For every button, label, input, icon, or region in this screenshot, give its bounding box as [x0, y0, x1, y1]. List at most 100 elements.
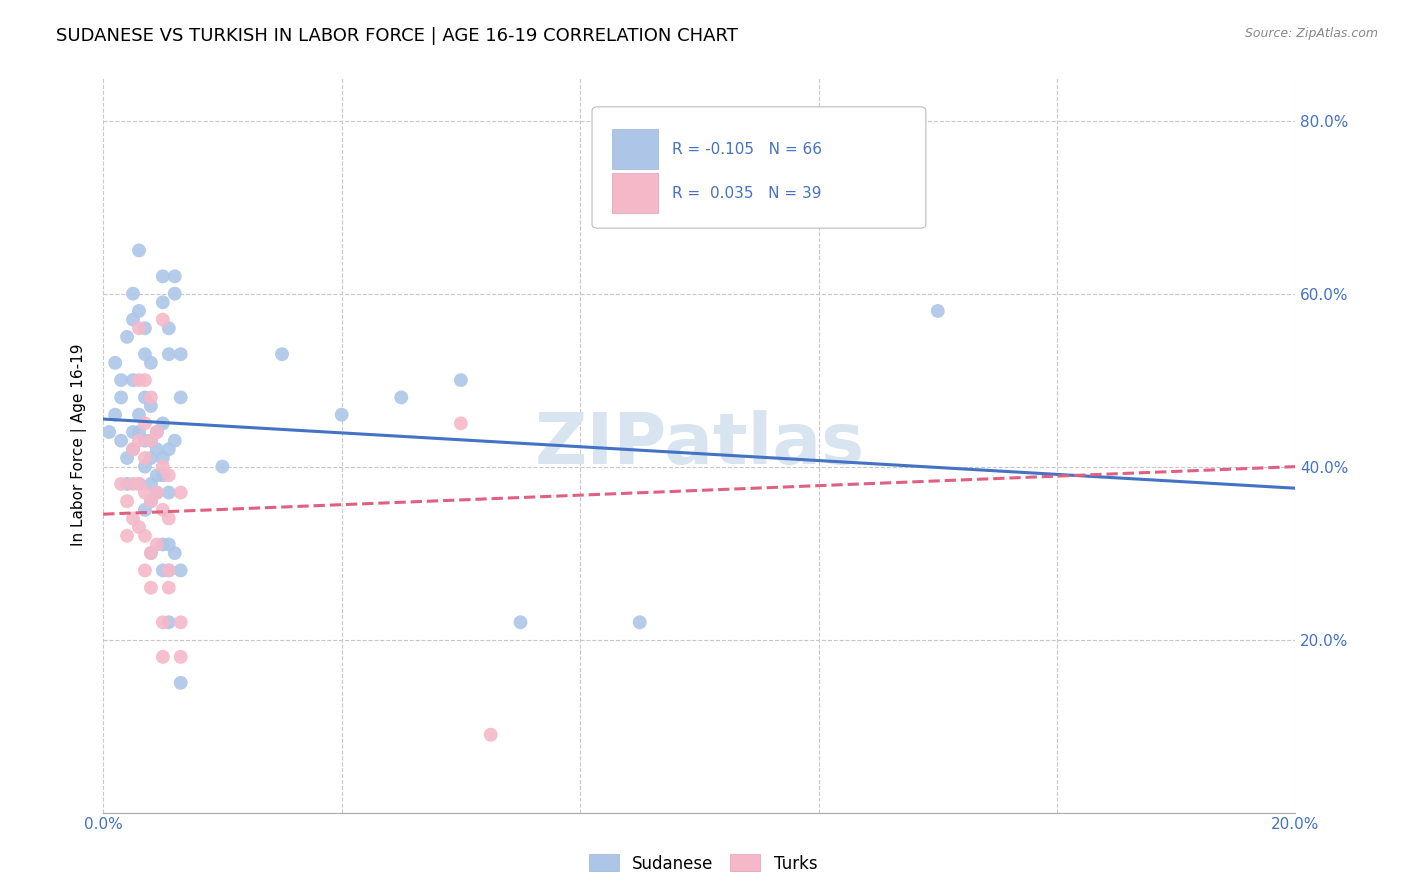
Point [170, 485, 193, 500]
Point [134, 434, 156, 448]
Point [211, 459, 233, 474]
Point [157, 468, 180, 483]
Text: Source: ZipAtlas.com: Source: ZipAtlas.com [1244, 27, 1378, 40]
Point [157, 485, 180, 500]
Point [146, 468, 169, 483]
Point [152, 537, 174, 551]
Point [115, 476, 138, 491]
Point [134, 347, 156, 361]
Point [157, 511, 180, 525]
Point [146, 425, 169, 439]
Point [104, 408, 127, 422]
Point [450, 373, 472, 387]
Point [152, 649, 174, 664]
Point [122, 511, 145, 525]
Point [509, 615, 531, 630]
Point [152, 312, 174, 326]
Point [170, 615, 193, 630]
Point [146, 442, 169, 457]
Point [134, 321, 156, 335]
Point [122, 373, 145, 387]
Point [110, 373, 132, 387]
Point [152, 459, 174, 474]
Point [139, 399, 162, 413]
Point [139, 450, 162, 465]
Point [128, 408, 150, 422]
Point [134, 459, 156, 474]
Point [122, 442, 145, 457]
Point [115, 450, 138, 465]
FancyBboxPatch shape [612, 173, 658, 213]
Text: ZIPatlas: ZIPatlas [534, 410, 865, 480]
Point [122, 442, 145, 457]
Point [134, 417, 156, 431]
Point [152, 563, 174, 577]
Point [110, 476, 132, 491]
Point [152, 450, 174, 465]
Point [122, 425, 145, 439]
Point [128, 425, 150, 439]
Point [163, 286, 186, 301]
Point [157, 347, 180, 361]
Point [128, 434, 150, 448]
Point [122, 286, 145, 301]
Point [134, 450, 156, 465]
Point [139, 546, 162, 560]
Point [157, 615, 180, 630]
Point [157, 581, 180, 595]
Point [146, 425, 169, 439]
Point [152, 417, 174, 431]
Point [110, 391, 132, 405]
Point [122, 476, 145, 491]
Point [157, 442, 180, 457]
Text: R = -0.105   N = 66: R = -0.105 N = 66 [672, 142, 823, 157]
Point [157, 537, 180, 551]
Point [157, 563, 180, 577]
Point [170, 347, 193, 361]
Point [389, 391, 412, 405]
Point [110, 434, 132, 448]
Y-axis label: In Labor Force | Age 16-19: In Labor Force | Age 16-19 [72, 343, 87, 546]
Point [170, 649, 193, 664]
Point [104, 356, 127, 370]
Point [128, 304, 150, 318]
Legend: Sudanese, Turks: Sudanese, Turks [582, 847, 824, 880]
Point [139, 434, 162, 448]
Point [170, 391, 193, 405]
Point [628, 615, 651, 630]
Point [134, 391, 156, 405]
Point [134, 485, 156, 500]
Point [170, 675, 193, 690]
FancyBboxPatch shape [592, 107, 927, 228]
Point [139, 546, 162, 560]
Point [128, 476, 150, 491]
Point [146, 485, 169, 500]
Point [146, 537, 169, 551]
Point [139, 356, 162, 370]
Point [128, 321, 150, 335]
Point [115, 494, 138, 508]
Point [122, 312, 145, 326]
FancyBboxPatch shape [612, 129, 658, 169]
Point [146, 485, 169, 500]
Point [271, 347, 294, 361]
Point [134, 373, 156, 387]
Point [139, 476, 162, 491]
Point [128, 476, 150, 491]
Point [163, 269, 186, 284]
Point [139, 581, 162, 595]
Point [152, 503, 174, 517]
Point [139, 434, 162, 448]
Point [330, 408, 353, 422]
Point [139, 494, 162, 508]
Point [134, 529, 156, 543]
Point [927, 304, 949, 318]
Point [128, 373, 150, 387]
Point [163, 546, 186, 560]
Point [152, 295, 174, 310]
Point [128, 244, 150, 258]
Point [115, 330, 138, 344]
Point [152, 468, 174, 483]
Point [157, 563, 180, 577]
Point [139, 391, 162, 405]
